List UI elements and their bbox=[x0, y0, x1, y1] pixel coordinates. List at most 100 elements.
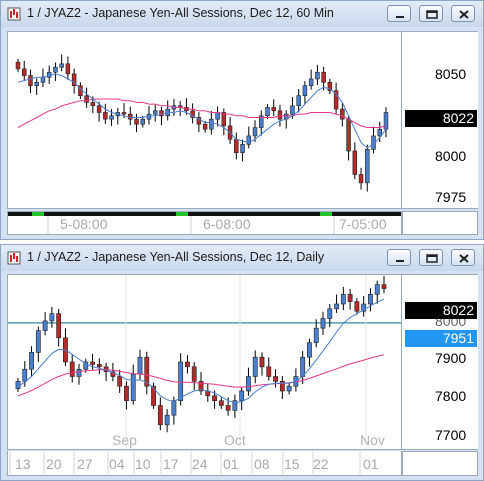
bull-candle bbox=[300, 356, 306, 377]
price-axis-60min[interactable]: 8050 8022 8000 7975 bbox=[402, 31, 478, 209]
bear-candle bbox=[22, 68, 27, 76]
bull-candle bbox=[286, 385, 292, 392]
day-label: 01 bbox=[363, 456, 379, 472]
bear-candle bbox=[340, 108, 345, 120]
bear-candle bbox=[259, 356, 265, 368]
day-label: 10 bbox=[135, 456, 151, 472]
bull-candle bbox=[246, 135, 252, 145]
axis-corner bbox=[402, 211, 478, 235]
bear-candle bbox=[121, 112, 127, 115]
bear-candle bbox=[327, 81, 333, 91]
time-label: 5-08:00 bbox=[60, 216, 108, 232]
last-price-tag: 8022 bbox=[405, 302, 477, 319]
bull-candle bbox=[240, 144, 245, 153]
bear-candle bbox=[266, 366, 272, 377]
bull-candle bbox=[76, 368, 82, 377]
bull-candle bbox=[334, 303, 339, 310]
time-axis-60min[interactable]: 5-08:00 6-08:00 7-05:00 bbox=[7, 211, 402, 235]
chart-window-daily[interactable]: 1 / JYAZ2 - Japanese Yen-All Sessions, D… bbox=[0, 244, 484, 481]
y-tick-label: 8050 bbox=[435, 66, 467, 82]
month-label: Nov bbox=[360, 432, 385, 448]
bull-candle bbox=[252, 127, 258, 137]
bear-candle bbox=[96, 105, 102, 113]
bear-candle bbox=[28, 75, 33, 86]
bear-candle bbox=[273, 376, 278, 382]
bull-candle bbox=[368, 294, 373, 305]
minimize-button[interactable] bbox=[387, 5, 411, 22]
line-price-tag: 7951 bbox=[405, 330, 477, 347]
bull-candle bbox=[315, 71, 320, 80]
bull-candle bbox=[109, 115, 114, 120]
bear-candle bbox=[358, 174, 364, 184]
close-button[interactable] bbox=[451, 249, 475, 266]
day-label: 13 bbox=[15, 456, 31, 472]
chart-app-icon[interactable] bbox=[7, 7, 21, 21]
candlestick-chart-60min[interactable] bbox=[8, 32, 401, 208]
bull-candle bbox=[140, 118, 145, 125]
day-label: 08 bbox=[254, 456, 270, 472]
bear-candle bbox=[90, 361, 95, 365]
slow-moving-average-line bbox=[17, 354, 385, 397]
bull-candle bbox=[377, 128, 382, 137]
bear-candle bbox=[234, 138, 239, 153]
bear-candle bbox=[190, 110, 195, 118]
bull-candle bbox=[53, 66, 58, 73]
day-separators bbox=[9, 451, 361, 474]
day-label: 15 bbox=[284, 456, 300, 472]
bull-candle bbox=[296, 95, 301, 107]
window-title: 1 / JYAZ2 - Japanese Yen-All Sessions, D… bbox=[27, 250, 325, 264]
month-label: Sep bbox=[112, 432, 137, 448]
bear-candle bbox=[279, 381, 285, 392]
price-axis-daily[interactable]: 8000 8022 7951 7900 7800 7700 bbox=[402, 274, 478, 450]
bear-candle bbox=[352, 150, 358, 175]
slow-moving-average-line bbox=[17, 98, 387, 128]
close-icon bbox=[459, 254, 469, 263]
bear-candle bbox=[124, 385, 129, 401]
title-bar[interactable]: 1 / JYAZ2 - Japanese Yen-All Sessions, D… bbox=[1, 1, 483, 27]
maximize-button[interactable] bbox=[419, 5, 443, 22]
time-label: 7-05:00 bbox=[339, 216, 387, 232]
minimize-button[interactable] bbox=[387, 249, 411, 266]
bear-candle bbox=[157, 405, 163, 426]
bear-candle bbox=[71, 73, 77, 86]
bull-candle bbox=[302, 85, 308, 96]
bull-candle bbox=[239, 390, 245, 401]
bull-candle bbox=[34, 81, 39, 86]
bull-candle bbox=[22, 368, 28, 382]
bear-candle bbox=[354, 301, 360, 312]
chart-window-60min[interactable]: 1 / JYAZ2 - Japanese Yen-All Sessions, D… bbox=[0, 0, 484, 240]
title-bar[interactable]: 1 / JYAZ2 - Japanese Yen-All Sessions, D… bbox=[1, 245, 483, 271]
bear-candle bbox=[103, 112, 108, 120]
bear-candle bbox=[212, 395, 217, 401]
bull-candle bbox=[320, 318, 326, 329]
time-label: 6-08:00 bbox=[203, 216, 251, 232]
maximize-button[interactable] bbox=[419, 249, 443, 266]
bear-candle bbox=[221, 112, 227, 127]
bear-candle bbox=[333, 90, 339, 110]
day-label: 27 bbox=[77, 456, 93, 472]
bull-candle bbox=[313, 327, 319, 343]
bear-candle bbox=[56, 313, 62, 339]
minimize-icon bbox=[396, 16, 404, 18]
bear-candle bbox=[15, 61, 21, 70]
bear-candle bbox=[225, 405, 231, 411]
maximize-icon bbox=[426, 10, 438, 19]
day-label: 01 bbox=[223, 456, 239, 472]
y-tick-label: 7800 bbox=[435, 388, 467, 404]
bull-candle bbox=[49, 313, 55, 322]
date-axis-daily[interactable]: 13 20 27 04 10 17 24 01 08 15 22 01 bbox=[7, 451, 402, 476]
close-button[interactable] bbox=[451, 5, 475, 22]
day-label: 17 bbox=[163, 456, 179, 472]
bear-candle bbox=[69, 361, 75, 377]
price-plot-daily[interactable]: Sep Oct Nov bbox=[7, 274, 402, 450]
bear-candle bbox=[202, 123, 208, 130]
price-plot-60min[interactable] bbox=[7, 31, 402, 209]
bear-candle bbox=[381, 284, 387, 289]
bull-candle bbox=[59, 63, 64, 68]
candlestick-chart-daily[interactable]: Sep Oct Nov bbox=[8, 275, 401, 449]
bull-candle bbox=[42, 320, 48, 331]
chart-app-icon[interactable] bbox=[7, 251, 21, 265]
bear-candle bbox=[151, 385, 156, 406]
bull-candle bbox=[83, 361, 89, 370]
bear-candle bbox=[96, 364, 102, 368]
